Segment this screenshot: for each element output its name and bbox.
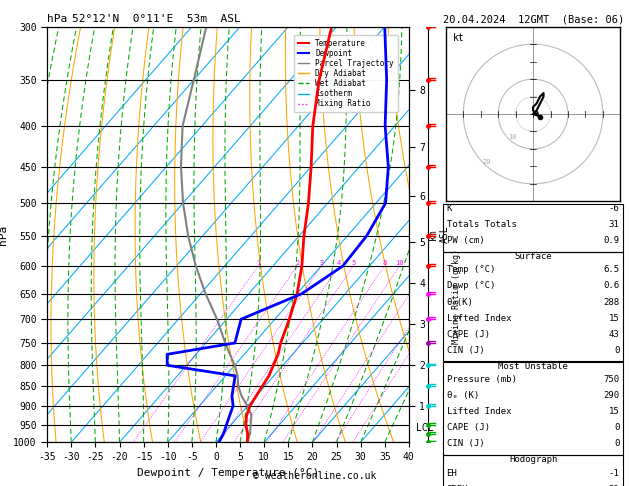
Text: 3: 3	[320, 260, 323, 266]
Text: Hodograph: Hodograph	[509, 455, 557, 465]
Y-axis label: km
ASL: km ASL	[428, 226, 450, 243]
Text: 43: 43	[609, 330, 620, 339]
Text: Temp (°C): Temp (°C)	[447, 265, 495, 275]
Text: 1: 1	[256, 260, 260, 266]
Text: Mixing Ratio (g/kg): Mixing Ratio (g/kg)	[452, 249, 461, 344]
Text: -1: -1	[609, 469, 620, 478]
Text: 4: 4	[337, 260, 342, 266]
Text: Totals Totals: Totals Totals	[447, 220, 516, 229]
Text: CIN (J): CIN (J)	[447, 439, 484, 449]
Text: 290: 290	[603, 391, 620, 400]
Text: 10: 10	[508, 134, 516, 140]
Text: 20.04.2024  12GMT  (Base: 06): 20.04.2024 12GMT (Base: 06)	[443, 14, 625, 24]
Text: Lifted Index: Lifted Index	[447, 407, 511, 417]
Text: 15: 15	[609, 407, 620, 417]
Text: θₑ (K): θₑ (K)	[447, 391, 479, 400]
Text: CIN (J): CIN (J)	[447, 346, 484, 355]
Text: Lifted Index: Lifted Index	[447, 313, 511, 323]
Text: 10: 10	[395, 260, 404, 266]
Text: Surface: Surface	[515, 252, 552, 261]
Text: hPa: hPa	[47, 14, 67, 24]
Text: 52°12'N  0°11'E  53m  ASL: 52°12'N 0°11'E 53m ASL	[72, 14, 241, 24]
Text: 288: 288	[603, 297, 620, 307]
Text: 0: 0	[614, 346, 620, 355]
Text: 2: 2	[295, 260, 299, 266]
Text: Most Unstable: Most Unstable	[498, 362, 568, 371]
Text: 8: 8	[382, 260, 386, 266]
Text: 0.9: 0.9	[603, 236, 620, 245]
Text: 20: 20	[483, 159, 491, 165]
Text: 31: 31	[609, 220, 620, 229]
Text: 0: 0	[614, 439, 620, 449]
Text: SREH: SREH	[447, 485, 468, 486]
Text: CAPE (J): CAPE (J)	[447, 423, 489, 433]
Text: CAPE (J): CAPE (J)	[447, 330, 489, 339]
Text: 0: 0	[614, 423, 620, 433]
Text: 0.6: 0.6	[603, 281, 620, 291]
Text: LCL: LCL	[416, 423, 434, 433]
Text: Dewp (°C): Dewp (°C)	[447, 281, 495, 291]
Text: 39: 39	[609, 485, 620, 486]
Text: PW (cm): PW (cm)	[447, 236, 484, 245]
Text: 750: 750	[603, 375, 620, 384]
Text: EH: EH	[447, 469, 457, 478]
Text: 5: 5	[351, 260, 355, 266]
Legend: Temperature, Dewpoint, Parcel Trajectory, Dry Adiabat, Wet Adiabat, Isotherm, Mi: Temperature, Dewpoint, Parcel Trajectory…	[294, 35, 398, 112]
Text: θₑ(K): θₑ(K)	[447, 297, 474, 307]
X-axis label: Dewpoint / Temperature (°C): Dewpoint / Temperature (°C)	[137, 468, 319, 478]
Text: kt: kt	[453, 33, 465, 43]
Text: 15: 15	[609, 313, 620, 323]
Y-axis label: hPa: hPa	[0, 225, 8, 244]
Text: © weatheronline.co.uk: © weatheronline.co.uk	[253, 471, 376, 481]
Text: Pressure (mb): Pressure (mb)	[447, 375, 516, 384]
Text: K: K	[447, 204, 452, 213]
Text: -6: -6	[609, 204, 620, 213]
Text: 6.5: 6.5	[603, 265, 620, 275]
